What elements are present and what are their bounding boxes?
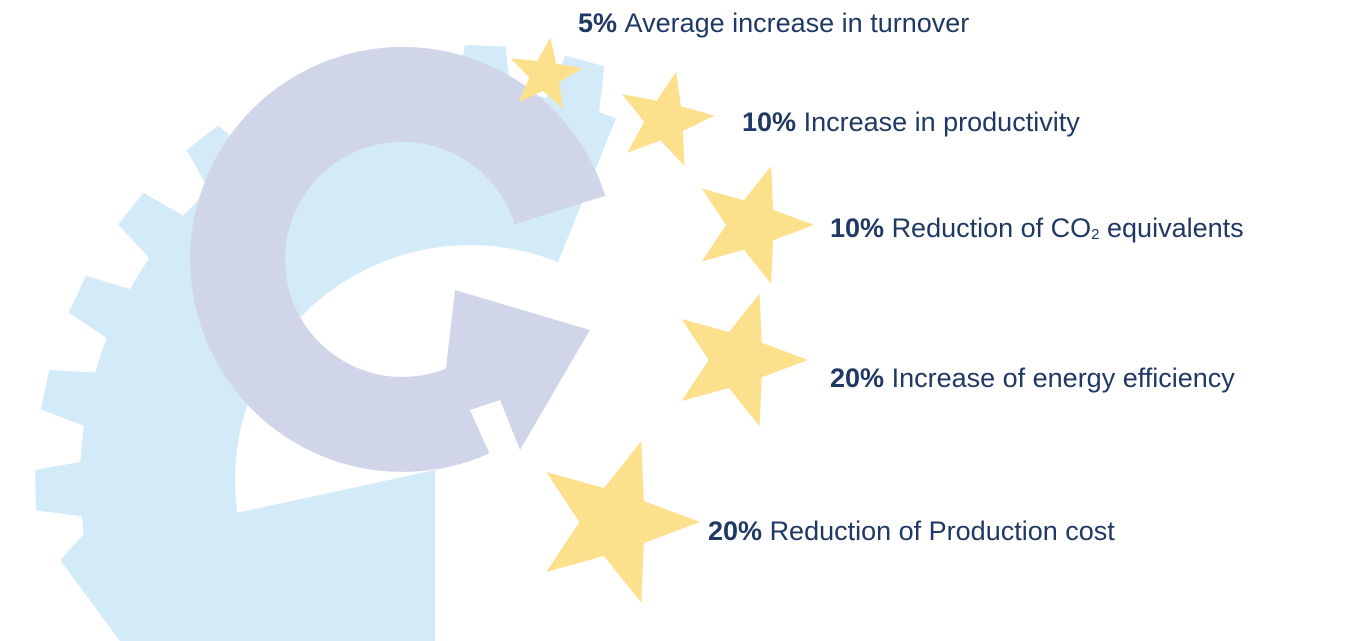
- g-arrow: [440, 290, 590, 450]
- label: Increase of energy efficiency: [891, 363, 1235, 393]
- percentage: 20%: [708, 516, 763, 546]
- star: [622, 71, 715, 167]
- label: Reduction of Production cost: [769, 516, 1115, 546]
- benefit: 20% Reduction of Production cost: [708, 514, 1115, 548]
- percentage: 20%: [830, 363, 885, 393]
- benefit: 5% Average increase in turnover: [578, 6, 969, 40]
- percentage: 10%: [742, 107, 797, 137]
- gear: [35, 45, 617, 641]
- label: 2: [1091, 226, 1100, 243]
- label: Average increase in turnover: [624, 8, 970, 38]
- benefit: 10% Reduction of CO2 equivalents: [830, 211, 1244, 252]
- g-letter: [190, 46, 606, 472]
- label: Increase in productivity: [803, 107, 1080, 137]
- star: [681, 293, 808, 427]
- star: [510, 37, 583, 109]
- star: [701, 166, 814, 284]
- benefit: 10% Increase in productivity: [742, 105, 1080, 139]
- label: equivalents: [1099, 213, 1244, 243]
- benefit: 20% Increase of energy efficiency: [830, 361, 1235, 395]
- star: [546, 441, 700, 603]
- percentage: 5%: [578, 8, 618, 38]
- percentage: 10%: [830, 213, 885, 243]
- label: Reduction of CO: [891, 213, 1092, 243]
